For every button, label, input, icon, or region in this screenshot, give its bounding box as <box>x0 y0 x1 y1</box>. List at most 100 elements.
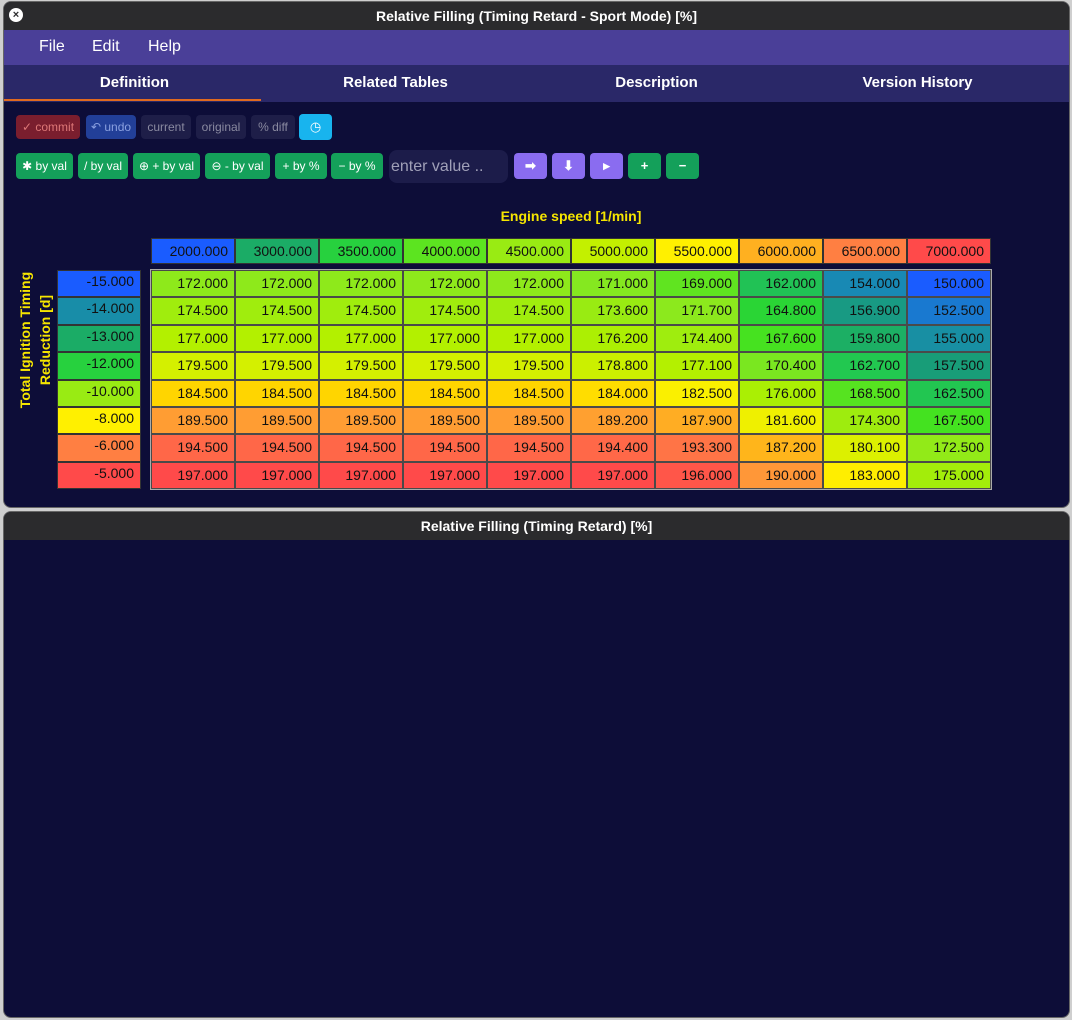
table-cell[interactable]: 194.500 <box>487 434 571 462</box>
action-button[interactable]: ▸ <box>590 153 623 179</box>
table-cell[interactable]: 174.500 <box>403 297 487 325</box>
table-cell[interactable]: 179.500 <box>319 352 403 380</box>
edit-button[interactable]: ✓ commit <box>16 115 80 139</box>
tab[interactable]: Definition <box>99 74 170 91</box>
table-cell[interactable]: 157.500 <box>907 352 991 380</box>
action-button[interactable]: + <box>628 153 661 179</box>
op-button[interactable]: ✱ by val <box>16 153 73 179</box>
table-cell[interactable]: 174.500 <box>319 297 403 325</box>
action-button[interactable]: ➡ <box>514 153 547 179</box>
table-cell[interactable]: 173.600 <box>571 297 655 325</box>
table-cell[interactable]: 154.000 <box>823 270 907 298</box>
table-cell[interactable]: 170.400 <box>739 352 823 380</box>
table-cell[interactable]: 174.500 <box>235 297 319 325</box>
table-cell[interactable]: 177.000 <box>487 324 571 353</box>
table-cell[interactable]: 194.500 <box>319 434 403 462</box>
table-cell[interactable]: 187.900 <box>655 407 739 435</box>
table-cell[interactable]: 197.000 <box>571 461 655 490</box>
menu-item[interactable]: File <box>39 38 65 55</box>
table-cell[interactable]: 174.400 <box>655 324 739 353</box>
table-cell[interactable]: 189.500 <box>151 407 235 435</box>
table-cell[interactable]: 171.000 <box>571 270 655 298</box>
table-cell[interactable]: 162.000 <box>739 270 823 298</box>
table-cell[interactable]: 164.800 <box>739 297 823 325</box>
close-button[interactable]: × <box>9 8 23 22</box>
edit-button[interactable]: ↶ undo <box>86 115 136 139</box>
table-cell[interactable]: 179.500 <box>487 352 571 380</box>
table-cell[interactable]: 175.000 <box>907 461 991 490</box>
table-cell[interactable]: 197.000 <box>487 461 571 490</box>
table-cell[interactable]: 159.800 <box>823 324 907 353</box>
menu-item[interactable]: Edit <box>92 38 120 55</box>
table-cell[interactable]: 189.500 <box>235 407 319 435</box>
table-cell[interactable]: 193.300 <box>655 434 739 462</box>
table-cell[interactable]: 177.000 <box>235 324 319 353</box>
table-cell[interactable]: 178.800 <box>571 352 655 380</box>
table-cell[interactable]: 190.000 <box>739 461 823 490</box>
op-button[interactable]: ⊕ + by val <box>133 153 200 179</box>
table-cell[interactable]: 177.000 <box>403 324 487 353</box>
table-cell[interactable]: 156.900 <box>823 297 907 325</box>
table-cell[interactable]: 172.000 <box>235 270 319 298</box>
table-cell[interactable]: 172.000 <box>319 270 403 298</box>
action-button[interactable]: − <box>666 153 699 179</box>
table-cell[interactable]: 189.500 <box>403 407 487 435</box>
action-button[interactable]: ⬇ <box>552 153 585 179</box>
tab[interactable]: Version History <box>862 74 973 91</box>
table-cell[interactable]: 179.500 <box>151 352 235 380</box>
table-cell[interactable]: 168.500 <box>823 379 907 407</box>
table-cell[interactable]: 172.000 <box>487 270 571 298</box>
table-cell[interactable]: 184.000 <box>571 379 655 407</box>
table-cell[interactable]: 180.100 <box>823 434 907 462</box>
tab[interactable]: Description <box>615 74 698 91</box>
table-cell[interactable]: 162.500 <box>907 379 991 407</box>
table-cell[interactable]: 189.200 <box>571 407 655 435</box>
table-cell[interactable]: 197.000 <box>319 461 403 490</box>
value-input[interactable]: enter value .. <box>389 150 508 183</box>
table-cell[interactable]: 194.500 <box>151 434 235 462</box>
table-cell[interactable]: 189.500 <box>319 407 403 435</box>
table-cell[interactable]: 172.000 <box>151 270 235 298</box>
table-cell[interactable]: 179.500 <box>403 352 487 380</box>
table-cell[interactable]: 172.000 <box>403 270 487 298</box>
tab[interactable]: Related Tables <box>343 74 448 91</box>
menu-item[interactable]: Help <box>148 38 181 55</box>
edit-button[interactable]: original <box>196 115 246 139</box>
table-cell[interactable]: 162.700 <box>823 352 907 380</box>
table-cell[interactable]: 167.600 <box>739 324 823 353</box>
op-button[interactable]: + by % <box>275 153 327 179</box>
table-cell[interactable]: 172.500 <box>907 434 991 462</box>
table-cell[interactable]: 194.500 <box>235 434 319 462</box>
op-button[interactable]: − by % <box>331 153 383 179</box>
edit-button[interactable]: % diff <box>251 115 295 139</box>
table-cell[interactable]: 176.000 <box>739 379 823 407</box>
table-cell[interactable]: 187.200 <box>739 434 823 462</box>
table-cell[interactable]: 169.000 <box>655 270 739 298</box>
op-button[interactable]: / by val <box>78 153 128 179</box>
table-cell[interactable]: 174.500 <box>151 297 235 325</box>
table-cell[interactable]: 152.500 <box>907 297 991 325</box>
table-cell[interactable]: 174.300 <box>823 407 907 435</box>
edit-button[interactable]: current <box>141 115 191 139</box>
table-cell[interactable]: 197.000 <box>151 461 235 490</box>
table-cell[interactable]: 182.500 <box>655 379 739 407</box>
table-cell[interactable]: 181.600 <box>739 407 823 435</box>
op-button[interactable]: ⊖ - by val <box>205 153 270 179</box>
table-cell[interactable]: 174.500 <box>487 297 571 325</box>
table-cell[interactable]: 176.200 <box>571 324 655 353</box>
table-cell[interactable]: 183.000 <box>823 461 907 490</box>
clock-button[interactable]: ◷ <box>299 114 332 140</box>
table-cell[interactable]: 184.500 <box>319 379 403 407</box>
table-cell[interactable]: 167.500 <box>907 407 991 435</box>
table-cell[interactable]: 184.500 <box>487 379 571 407</box>
table-cell[interactable]: 184.500 <box>151 379 235 407</box>
table-cell[interactable]: 197.000 <box>403 461 487 490</box>
table-cell[interactable]: 177.100 <box>655 352 739 380</box>
table-cell[interactable]: 177.000 <box>151 324 235 353</box>
table-cell[interactable]: 179.500 <box>235 352 319 380</box>
table-cell[interactable]: 196.000 <box>655 461 739 490</box>
table-cell[interactable]: 171.700 <box>655 297 739 325</box>
table-cell[interactable]: 184.500 <box>235 379 319 407</box>
table-cell[interactable]: 189.500 <box>487 407 571 435</box>
table-cell[interactable]: 150.000 <box>907 270 991 298</box>
